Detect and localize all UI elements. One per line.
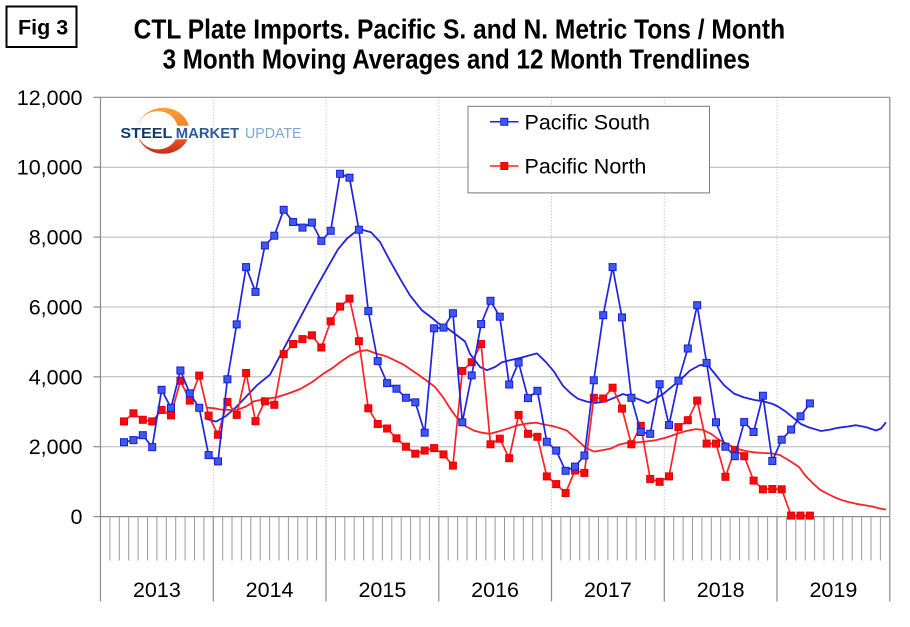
- svg-text:10,000: 10,000: [17, 156, 83, 180]
- svg-text:0: 0: [71, 505, 83, 529]
- svg-text:6,000: 6,000: [29, 296, 83, 320]
- svg-text:3 Month Moving Averages and 12: 3 Month Moving Averages and 12 Month Tre…: [163, 43, 751, 74]
- svg-text:2014: 2014: [246, 578, 294, 602]
- svg-text:MARKET: MARKET: [176, 125, 240, 142]
- svg-text:12,000: 12,000: [17, 86, 83, 110]
- svg-text:CTL Plate Imports. Pacific S.: CTL Plate Imports. Pacific S. and N. Met…: [134, 13, 786, 44]
- svg-text:2016: 2016: [471, 578, 519, 602]
- svg-text:2015: 2015: [358, 578, 406, 602]
- svg-text:UPDATE: UPDATE: [245, 125, 302, 142]
- svg-text:Fig 3: Fig 3: [18, 16, 68, 40]
- svg-text:2018: 2018: [697, 578, 745, 602]
- svg-text:4,000: 4,000: [29, 365, 83, 389]
- svg-text:8,000: 8,000: [29, 226, 83, 250]
- svg-text:STEEL: STEEL: [120, 125, 172, 142]
- svg-text:2019: 2019: [809, 578, 857, 602]
- svg-text:2,000: 2,000: [29, 435, 83, 459]
- svg-text:Pacific North: Pacific North: [525, 155, 647, 179]
- svg-text:2013: 2013: [133, 578, 181, 602]
- svg-text:Pacific South: Pacific South: [525, 110, 650, 134]
- svg-text:2017: 2017: [584, 578, 632, 602]
